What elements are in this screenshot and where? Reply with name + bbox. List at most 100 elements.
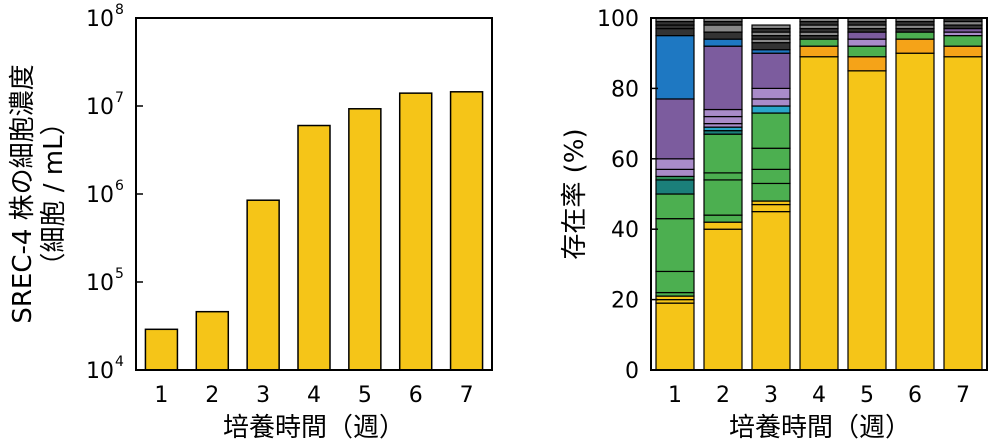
stack-segment-week-3-4: [751, 182, 791, 202]
bar-week-7: [449, 91, 484, 371]
left-x-tick-label: 6: [409, 383, 423, 408]
stack-segment-week-3-10: [751, 87, 791, 100]
stack-segment-week-2-14: [703, 31, 743, 40]
stack-segment-week-2-11: [703, 108, 743, 118]
stack-segment-week-3-6: [751, 147, 791, 170]
stack-segment-week-3-11: [751, 52, 791, 90]
stack-segment-week-1-12: [655, 98, 695, 160]
left-y-tick-label: 10: [86, 183, 114, 208]
right-x-axis-title: 培養時間（週）: [729, 413, 911, 443]
right-y-tick-label: 0: [625, 359, 639, 384]
right-stacked-bars-group: [655, 17, 983, 371]
right-y-tick-label: 100: [597, 7, 639, 32]
stack-segment-week-1-10: [655, 168, 695, 178]
stack-segment-week-5-1: [847, 70, 887, 371]
left-x-tick-label: 3: [256, 383, 270, 408]
stack-segment-week-3-8: [751, 105, 791, 114]
stack-segment-week-1-6: [655, 218, 695, 273]
abundance-chart: 0 20 40 60 80 100 1 2 3 4 5 6 7 培養時間（週） 存在率 (%): [560, 7, 988, 443]
right-plot-frame: [650, 17, 988, 371]
right-x-ticks: 1 2 3 4 5 6 7: [668, 383, 970, 408]
left-y-tick-exponent: 8: [115, 2, 124, 18]
left-y-axis-title-line1: SREC-4 株の細胞濃度: [8, 64, 38, 323]
stack-segment-week-5-2: [847, 56, 887, 72]
stack-segment-week-3-9: [751, 98, 791, 107]
left-y-tick-label: 10: [86, 359, 114, 384]
right-x-tick-label: 4: [812, 383, 826, 408]
right-y-tick-label: 60: [611, 148, 639, 173]
left-y-tick-label: 10: [86, 7, 114, 32]
stack-segment-week-2-13: [703, 38, 743, 47]
stack-segment-week-3-1: [751, 211, 791, 371]
stack-segment-week-2-6: [703, 133, 743, 174]
right-x-tick-label: 2: [716, 383, 730, 408]
left-bars-group: [144, 91, 484, 371]
stack-segment-week-2-5: [703, 172, 743, 181]
left-y-tick-exponent: 4: [115, 354, 124, 370]
right-x-tick-label: 1: [668, 383, 682, 408]
stack-segment-week-7-1: [943, 56, 983, 371]
right-x-tick-label: 3: [764, 383, 778, 408]
stack-segment-week-4-2: [799, 45, 839, 58]
stack-segment-week-2-3: [703, 214, 743, 223]
left-y-tick-label: 10: [86, 95, 114, 120]
stack-segment-week-5-3: [847, 45, 887, 58]
stack-segment-week-1-1: [655, 302, 695, 371]
bar-week-3: [246, 199, 280, 371]
stack-segment-week-7-2: [943, 45, 983, 58]
stack-segment-week-2-2: [703, 221, 743, 230]
right-y-tick-label: 20: [611, 289, 639, 314]
left-x-ticks: 1 2 3 4 5 6 7: [154, 383, 473, 408]
right-y-axis-title: 存在率 (%): [560, 128, 590, 259]
left-x-tick-label: 1: [154, 383, 168, 408]
stack-segment-week-1-14: [655, 27, 695, 37]
stack-segment-week-3-5: [751, 168, 791, 185]
left-y-tick-label: 10: [86, 271, 114, 296]
stack-segment-week-6-2: [895, 38, 935, 54]
left-y-tick-exponent: 5: [115, 266, 124, 282]
right-x-tick-label: 6: [908, 383, 922, 408]
stack-segment-week-2-12: [703, 45, 743, 111]
right-y-tick-label: 80: [611, 77, 639, 102]
bar-week-5: [348, 108, 382, 371]
stack-segment-week-1-7: [655, 193, 695, 220]
right-x-tick-label: 7: [956, 383, 970, 408]
left-x-axis-title: 培養時間（週）: [223, 413, 405, 443]
stack-segment-week-3-18: [751, 24, 791, 30]
stack-segment-week-2-1: [703, 228, 743, 371]
stack-segment-week-2-15: [703, 24, 743, 33]
stack-segment-week-1-5: [655, 270, 695, 294]
right-y-ticks: 0 20 40 60 80 100: [597, 7, 658, 384]
stack-segment-week-4-3: [799, 38, 839, 47]
left-x-tick-label: 5: [358, 383, 372, 408]
left-x-tick-label: 2: [205, 383, 219, 408]
stack-segment-week-1-8: [655, 179, 695, 195]
right-y-tick-label: 40: [611, 218, 639, 243]
stack-segment-week-5-4: [847, 38, 887, 47]
left-y-tick-exponent: 7: [115, 90, 124, 106]
bar-week-4: [297, 124, 331, 371]
stack-segment-week-5-5: [847, 31, 887, 40]
stack-segment-week-7-3: [943, 34, 983, 47]
stack-segment-week-1-13: [655, 34, 695, 100]
stack-segment-week-2-4: [703, 179, 743, 216]
stack-segment-week-6-1: [895, 52, 935, 371]
stack-segment-week-3-2: [751, 203, 791, 213]
stack-segment-week-3-7: [751, 112, 791, 149]
left-y-axis-title-line2: （細胞 / mL）: [39, 109, 69, 278]
left-x-tick-label: 7: [460, 383, 474, 408]
stack-segment-week-3-13: [751, 42, 791, 51]
left-x-tick-label: 4: [307, 383, 321, 408]
bar-week-2: [195, 310, 230, 371]
bar-week-1: [144, 328, 179, 371]
stack-segment-week-2-10: [703, 115, 743, 125]
stack-segment-week-1-11: [655, 158, 695, 170]
stack-segment-week-4-1: [799, 56, 839, 371]
left-y-tick-exponent: 6: [115, 178, 124, 194]
bar-week-6: [398, 92, 433, 371]
stack-segment-week-6-3: [895, 31, 935, 40]
